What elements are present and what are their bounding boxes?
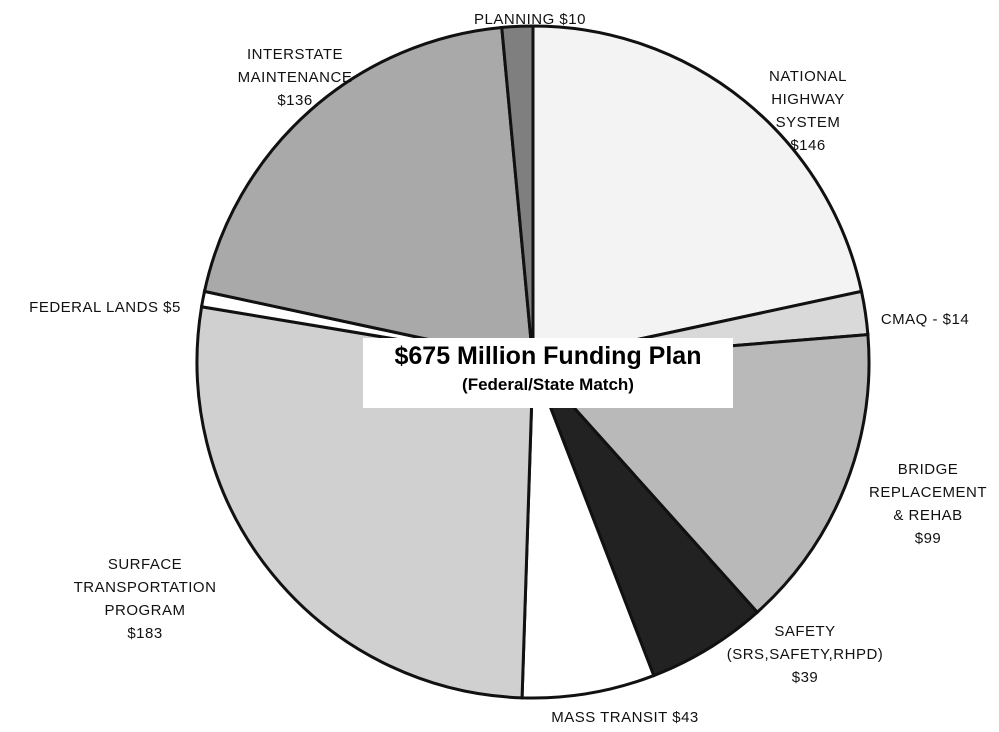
- value-label: $99: [914, 530, 942, 547]
- pie-slice: [531, 24, 864, 364]
- slice-label: NATIONAL HIGHWAY SYSTEM $146: [748, 65, 868, 157]
- chart-title: $675 Million Funding Plan: [394, 342, 702, 370]
- category-label: SAFETY (SRS,SAFETY,RHPD): [726, 623, 884, 663]
- category-label: BRIDGE REPLACEMENT & REHAB: [868, 461, 988, 524]
- value-label: $39: [791, 669, 819, 686]
- slice-label: BRIDGE REPLACEMENT & REHAB $99: [863, 458, 993, 550]
- category-label: FEDERAL LANDS: [29, 299, 159, 316]
- category-label: MASS TRANSIT: [551, 709, 668, 726]
- category-label: NATIONAL HIGHWAY SYSTEM: [769, 68, 847, 131]
- title-box: $675 Million Funding Plan (Federal/State…: [363, 338, 733, 408]
- value-label: $183: [127, 625, 163, 642]
- slice-label: MASS TRANSIT $43: [551, 706, 699, 729]
- category-label: CMAQ -: [880, 311, 938, 328]
- slice-label: PLANNING $10: [474, 8, 586, 31]
- value-label: $136: [277, 92, 313, 109]
- value-label: $5: [163, 299, 181, 316]
- value-label: $14: [942, 311, 970, 328]
- chart-subtitle: (Federal/State Match): [462, 375, 634, 394]
- pie-slice: [500, 24, 535, 363]
- category-label: SURFACE TRANSPORTATION PROGRAM: [73, 556, 217, 619]
- slice-label: INTERSTATE MAINTENANCE $136: [220, 43, 370, 112]
- pie-slice: [520, 361, 656, 700]
- slice-label: FEDERAL LANDS $5: [29, 296, 181, 319]
- value-label: $43: [672, 709, 699, 726]
- value-label: $146: [790, 137, 826, 154]
- slice-label: CMAQ - $14: [881, 308, 969, 331]
- pie-slice: [202, 25, 535, 364]
- value-label: $10: [559, 11, 586, 28]
- slice-label: SAFETY (SRS,SAFETY,RHPD) $39: [715, 620, 895, 689]
- slice-label: SURFACE TRANSPORTATION PROGRAM $183: [50, 553, 240, 645]
- category-label: PLANNING: [474, 11, 555, 28]
- category-label: INTERSTATE MAINTENANCE: [237, 46, 353, 86]
